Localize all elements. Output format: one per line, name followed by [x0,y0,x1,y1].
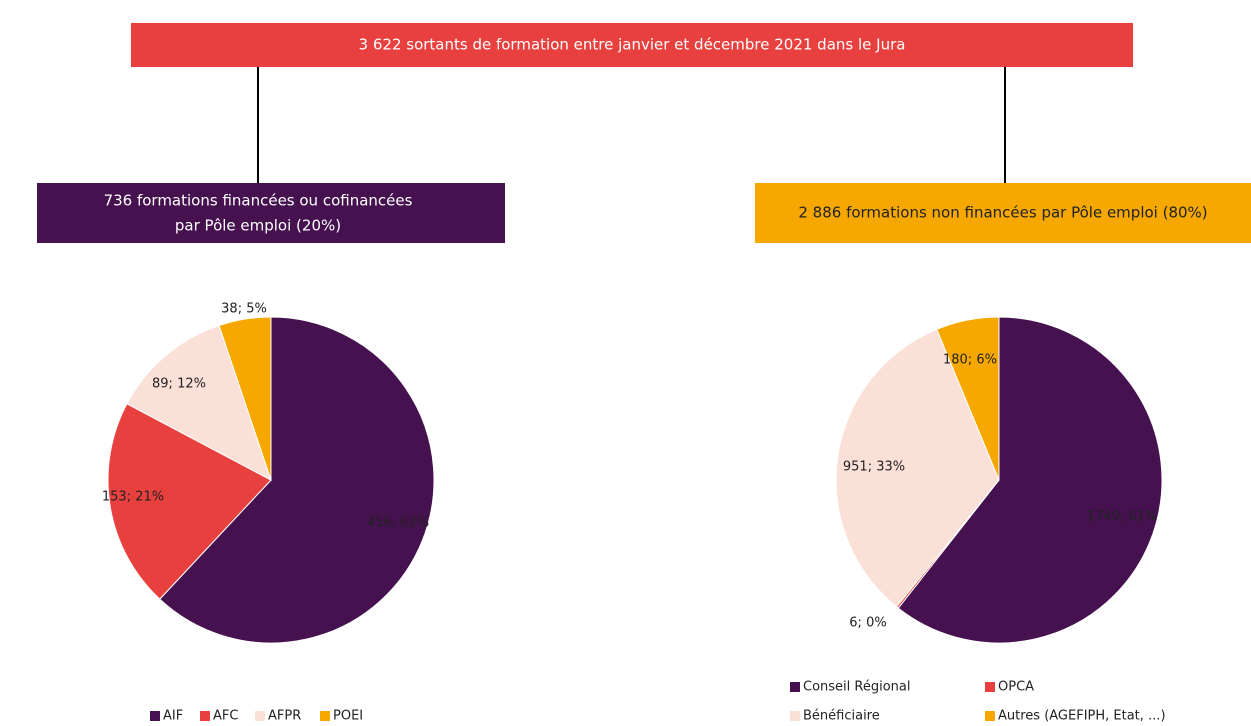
header-box [131,23,1133,67]
data-label: 951; 33% [843,460,905,475]
header-text: 3 622 sortants de formation entre janvie… [359,36,906,54]
data-label: 89; 12% [152,377,206,392]
legend-label: Conseil Régional [803,680,910,695]
legend-swatch [790,711,800,721]
legend-swatch [985,711,995,721]
left-box [37,183,505,243]
data-label: 153; 21% [102,490,164,505]
legend-label: Bénéficiaire [803,709,880,724]
data-label: 38; 5% [221,302,267,317]
legend-swatch [790,682,800,692]
pie-slice [936,316,1000,481]
legend-swatch [150,711,160,721]
left-box-text: par Pôle emploi (20%) [175,217,341,235]
data-label: 1749; 61% [1087,510,1158,525]
pie-slice [126,324,272,482]
right-box-text: 2 886 formations non financées par Pôle … [798,204,1207,222]
legend-swatch [200,711,210,721]
legend-label: OPCA [998,680,1034,695]
legend-swatch [320,711,330,721]
pie-slice [897,316,1163,644]
legend-label: AFC [213,709,238,724]
pie-slice [159,316,435,644]
left-box-text: 736 formations financées ou cofinancées [104,192,413,210]
pie-slice [835,328,1000,608]
legend-label: AFPR [268,709,301,724]
pie-slice [107,403,272,600]
legend-swatch [985,682,995,692]
legend-label: POEI [333,709,363,724]
data-label: 6; 0% [849,616,886,631]
pie-slice [218,316,272,481]
legend-swatch [255,711,265,721]
legend-label: AIF [163,709,183,724]
data-label: 456; 62% [367,516,429,531]
data-label: 180; 6% [943,353,997,368]
right-box [755,183,1251,243]
legend-label: Autres (AGEFIPH, Etat, ...) [998,709,1166,724]
